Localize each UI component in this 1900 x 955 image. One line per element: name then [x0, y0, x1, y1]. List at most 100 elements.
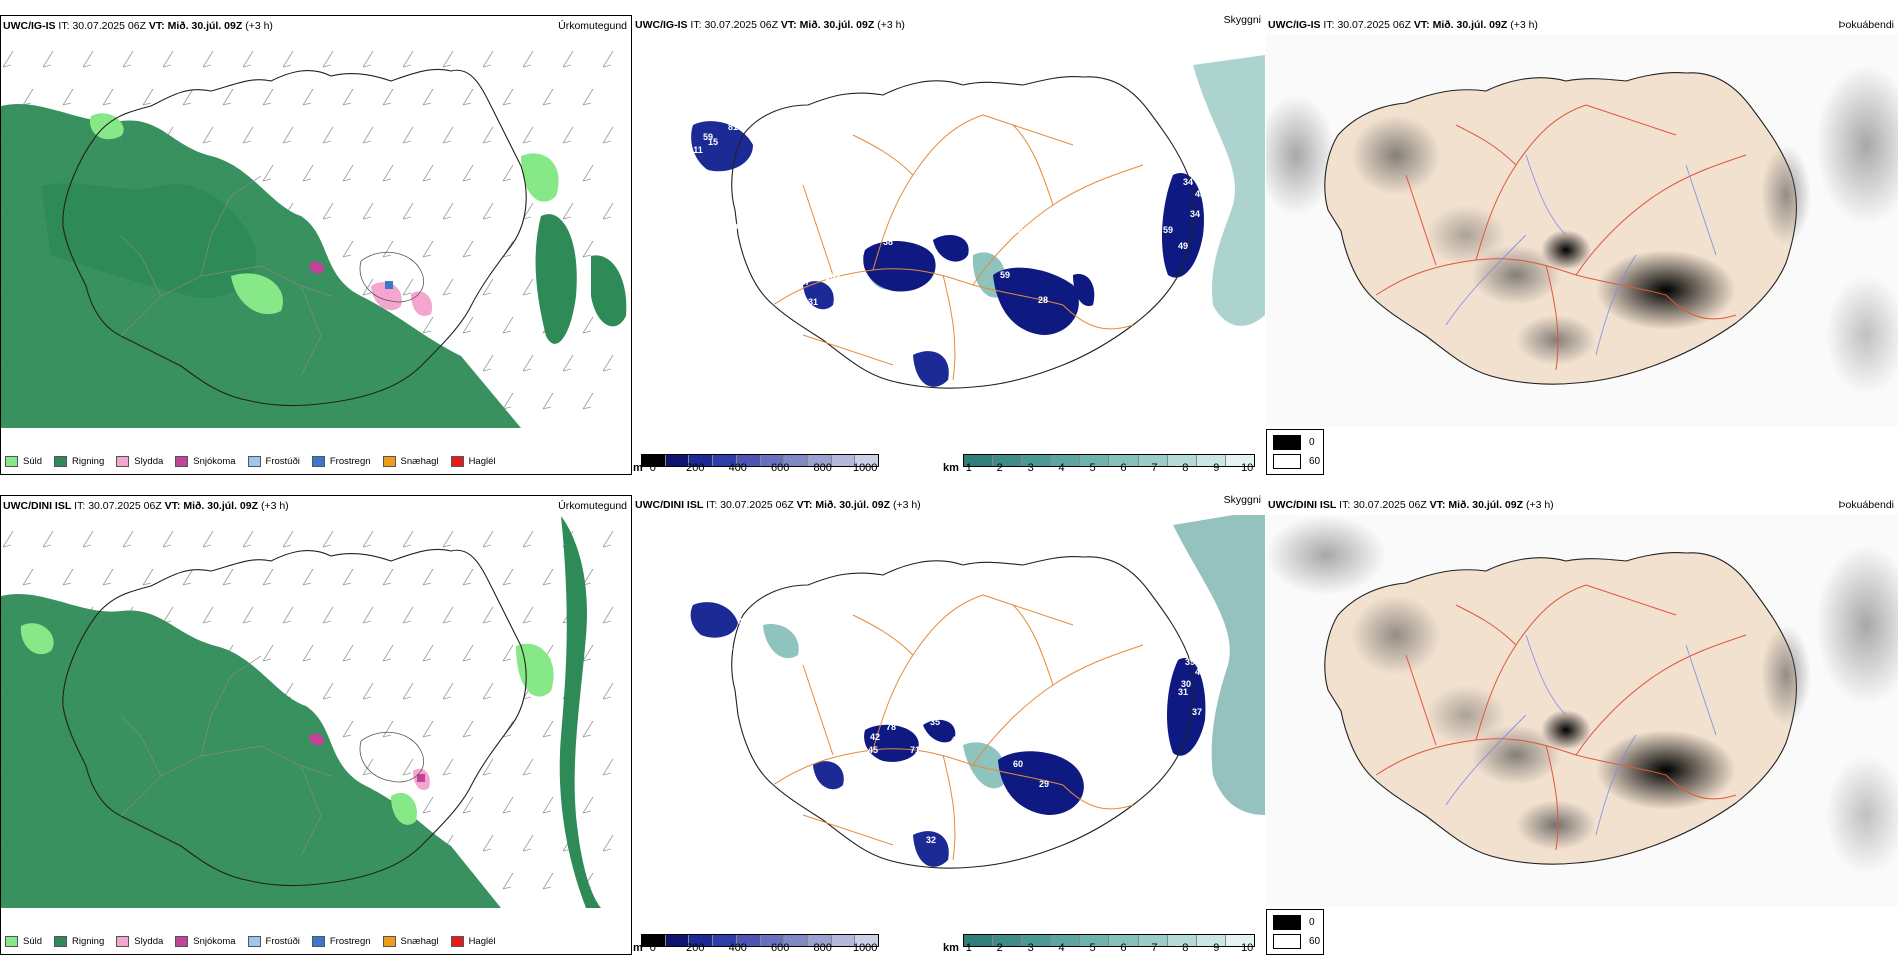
cloud-base-area	[913, 351, 949, 387]
lead-time: (+3 h)	[1525, 499, 1554, 511]
drizzle-area	[20, 623, 54, 655]
cloud-base-area	[863, 240, 936, 292]
colorbar-step	[1051, 935, 1081, 946]
legend-swatch	[311, 455, 325, 467]
low-visibility-area	[763, 624, 799, 659]
cloud-base-area	[913, 831, 949, 867]
road-network	[120, 655, 332, 857]
colorbar-tick-label: 5	[1089, 942, 1096, 954]
colorbar-step	[1225, 455, 1254, 466]
vt-value: Mið. 30.júl. 09Z	[815, 499, 891, 511]
cloud-base-area	[813, 761, 844, 790]
legend-label: Snjókoma	[193, 455, 236, 467]
colorbar-tick-label: 7	[1151, 942, 1158, 954]
cloud-base-value: 39	[1185, 657, 1195, 667]
cloud-base-colorbar	[641, 454, 879, 467]
wind-barb	[382, 720, 394, 738]
wind-barb	[262, 644, 274, 662]
wind-barb	[42, 530, 54, 548]
wind-barb	[2, 50, 14, 68]
colorbar-tick-label: 9	[1213, 942, 1220, 954]
legend-item: Slydda	[116, 935, 163, 947]
legend-swatch	[54, 455, 68, 467]
fog-area	[1516, 800, 1596, 850]
colorbar-step	[1225, 935, 1254, 946]
cloud-base-area	[803, 281, 834, 310]
panel-header: UWC/IG-IS IT: 30.07.2025 06Z VT: Mið. 30…	[633, 15, 1265, 35]
sleet-area	[411, 291, 433, 316]
cloud-base-value: 60	[1013, 759, 1023, 769]
colorbar-step	[784, 455, 808, 466]
panel-title: Skyggni	[1223, 495, 1261, 506]
cloud-base-value: 31	[1178, 687, 1188, 697]
colorbar-tick-label: 1	[965, 462, 972, 474]
wind-barb	[222, 88, 234, 106]
visibility-panel-row2: UWC/DINI ISL IT: 30.07.2025 06Z VT: Mið.…	[633, 495, 1265, 955]
wind-barb	[442, 126, 454, 144]
wind-barb	[522, 278, 534, 296]
wind-barb	[522, 126, 534, 144]
cloud-base-value: 42	[1195, 667, 1205, 677]
wind-barb	[342, 164, 354, 182]
legend-swatch	[175, 455, 189, 467]
cloud-base-value: 35	[930, 717, 940, 727]
fog-indicator-panel-row2: UWC/DINI ISL IT: 30.07.2025 06Z VT: Mið.…	[1266, 495, 1898, 955]
cloud-base-value: 29	[1039, 779, 1049, 789]
visibility-colorbar	[963, 454, 1255, 467]
cloud-base-value: 34	[1183, 177, 1193, 187]
wind-barb	[202, 606, 214, 624]
wind-barb	[322, 682, 334, 700]
wind-barb	[382, 644, 394, 662]
colorbar-tick-label: 9	[1213, 462, 1220, 474]
cloud-base-area	[691, 121, 753, 172]
legend-value: 0	[1309, 437, 1315, 448]
wind-barb	[162, 530, 174, 548]
cloud-base-value: 59	[1000, 270, 1010, 280]
wind-barb	[502, 316, 514, 334]
wind-barb	[242, 606, 254, 624]
wind-barb	[442, 278, 454, 296]
legend-swatch	[311, 935, 325, 947]
cloud-base-value: 48	[953, 702, 963, 712]
wind-barb	[582, 796, 594, 814]
wind-barb	[2, 530, 14, 548]
wind-barb	[102, 88, 114, 106]
wind-barb	[102, 568, 114, 586]
cloud-base-unit: m	[633, 462, 643, 474]
sleet-area	[371, 282, 402, 311]
colorbar-tick-label: 6	[1120, 462, 1127, 474]
wind-barb	[522, 758, 534, 776]
wind-barb	[402, 530, 414, 548]
wind-barb	[442, 530, 454, 548]
colorbar-step	[855, 455, 879, 466]
cloud-base-value: 86	[1000, 249, 1010, 259]
cloud-base-value: 55	[1033, 255, 1043, 265]
lead-time: (+3 h)	[1510, 19, 1538, 31]
colorbar-tick-label: 6	[1120, 942, 1127, 954]
legend-swatch	[175, 935, 189, 947]
wind-barb	[442, 682, 454, 700]
wind-barb	[162, 50, 174, 68]
panel-header: UWC/IG-IS IT: 30.07.2025 06Z VT: Mið. 30…	[1266, 15, 1898, 35]
legend-item: Snjókoma	[175, 455, 236, 467]
colorbar-tick-label: 3	[1027, 942, 1034, 954]
wind-barb	[82, 50, 94, 68]
wind-barb	[322, 126, 334, 144]
cloud-base-value: 28	[896, 832, 906, 842]
model-name: UWC/DINI ISL	[635, 499, 704, 511]
cloud-base-value: 30	[1181, 679, 1191, 689]
wind-barb	[482, 682, 494, 700]
legend-label: Slydda	[134, 455, 164, 467]
wind-barb	[382, 164, 394, 182]
river-network	[1445, 634, 1717, 836]
wind-barb	[482, 834, 494, 852]
wind-barb	[282, 126, 294, 144]
cloud-base-value: 71	[910, 745, 920, 755]
legend-swatch	[1273, 435, 1301, 450]
wind-barb	[522, 354, 534, 372]
wind-barb	[422, 796, 434, 814]
lead-time: (+3 h)	[892, 499, 921, 511]
wind-barb	[462, 316, 474, 334]
precip-type-panel-row2: UWC/DINI ISL IT: 30.07.2025 06Z VT: Mið.…	[0, 495, 632, 955]
legend-value: 0	[1309, 917, 1315, 928]
